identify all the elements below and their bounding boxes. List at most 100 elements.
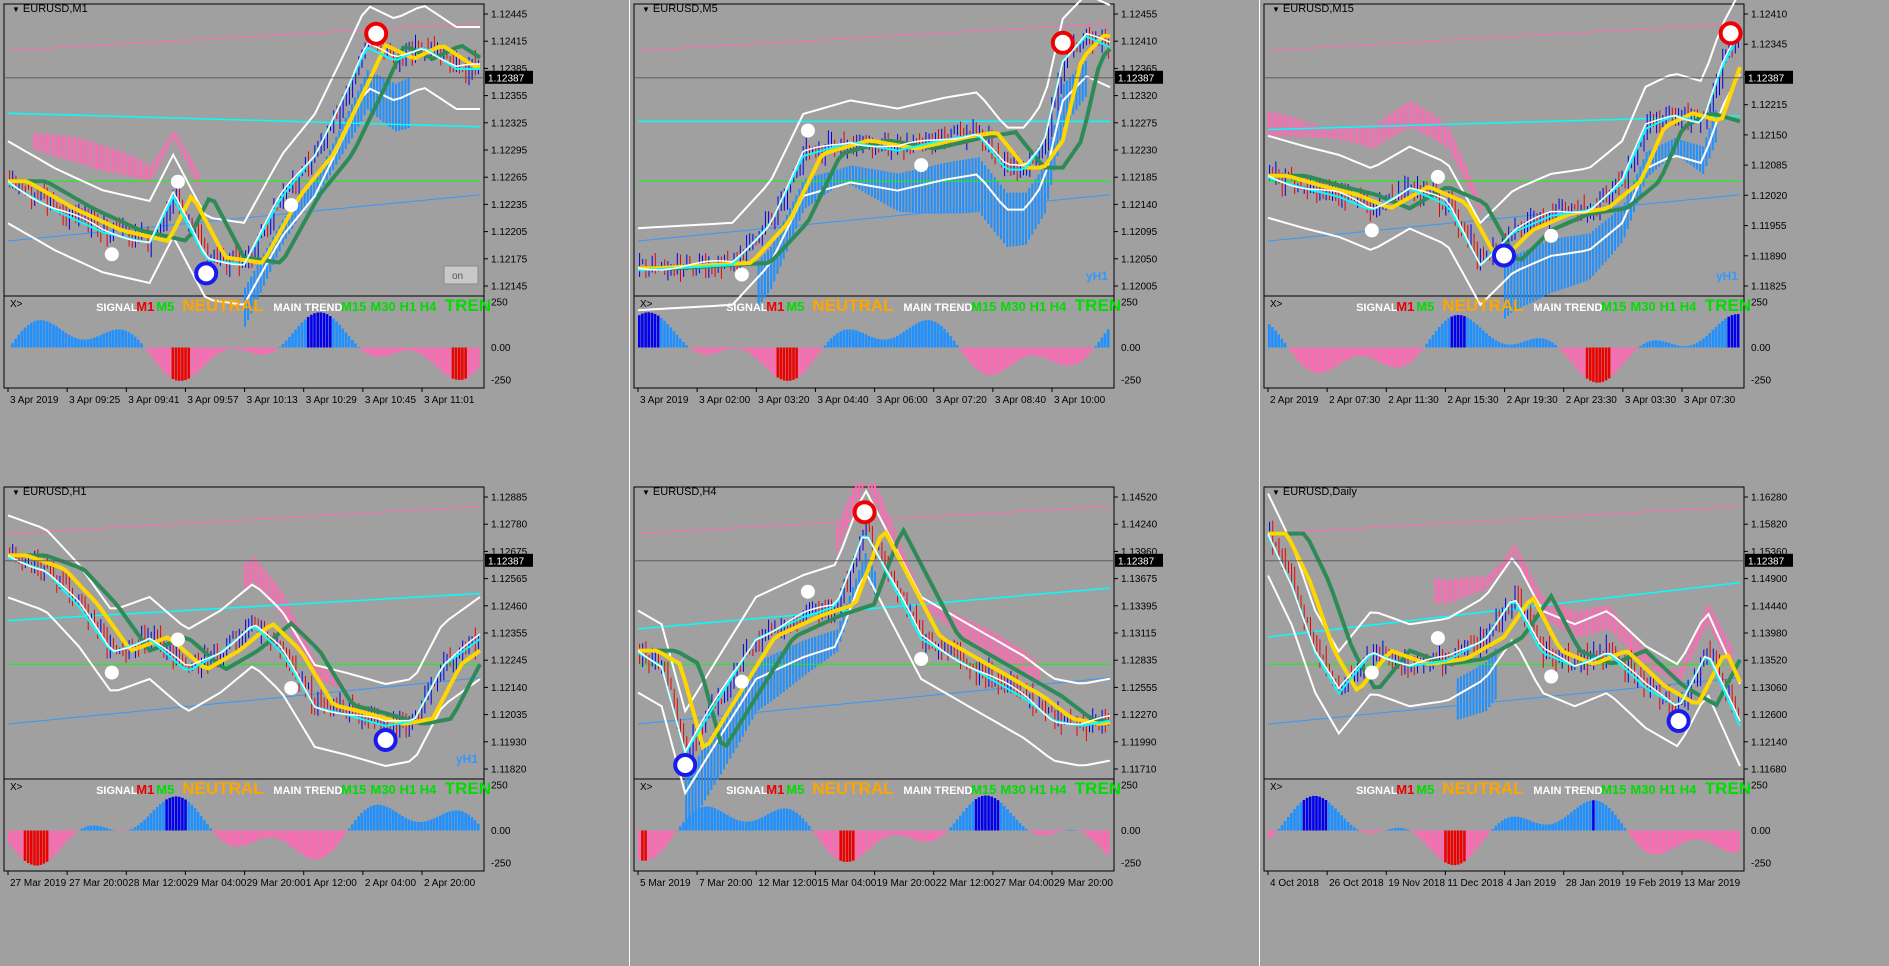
panel-background [1260, 483, 1889, 966]
blue-support-line [7, 194, 481, 242]
blue-support-line [7, 677, 481, 725]
signal-state-label: NEUTRAL [182, 779, 263, 798]
chart-panel-h1[interactable]: 1.12885 1.12780 1.12675 1.12565 1.12460 1.123… [0, 483, 629, 966]
chart-panel-h4[interactable]: 1.14520 1.14240 1.13960 1.13675 1.13395 1.131… [630, 483, 1259, 966]
cyan-trend-line [7, 112, 481, 128]
time-tick-label: 19 Nov 2018 [1388, 878, 1445, 889]
trend-m30-label: M30 [1000, 299, 1025, 314]
collapse-triangle-icon[interactable]: ▼ [12, 488, 20, 497]
trend-m15-label: M15 [1601, 299, 1626, 314]
price-tick-label: 1.13395 [1121, 601, 1158, 612]
time-tick-label: 7 Mar 20:00 [699, 878, 753, 889]
chart-panel-m5[interactable]: 1.12455 1.12410 1.12365 1.12320 1.12275 1.122… [630, 0, 1259, 483]
signal-line [1267, 533, 1741, 722]
time-tick-label: 2 Apr 11:30 [1388, 395, 1439, 406]
current-price-label: 1.12387 [1118, 556, 1155, 567]
price-tick-label: 1.13520 [1751, 656, 1788, 667]
signal-state-label: NEUTRAL [182, 296, 263, 315]
chart-panel-m1[interactable]: 1.12445 1.12415 1.12385 1.12355 1.12325 1.122… [0, 0, 629, 483]
current-price-label: 1.12387 [1748, 556, 1785, 567]
buy-signal-marker [673, 753, 698, 777]
price-tick-label: 1.14240 [1121, 520, 1158, 531]
time-tick-label: 2 Apr 15:30 [1447, 395, 1499, 406]
pink-cloud [33, 132, 199, 186]
signal-m1-label: M1 [766, 782, 784, 797]
price-tick-label: 1.12455 [1121, 10, 1158, 21]
time-tick-label: 3 Apr 11:01 [424, 395, 475, 406]
chart-title-text: EURUSD,M1 [22, 3, 88, 15]
blue-support-line [637, 677, 1111, 725]
pink-trend-line [1267, 505, 1741, 535]
price-axis: 1.16280 1.15820 1.15360 1.14900 1.14440 1.139… [1744, 493, 1788, 776]
chart-title-text: EURUSD,H1 [22, 486, 87, 498]
signal-m5-label: M5 [1416, 299, 1434, 314]
collapse-triangle-icon[interactable]: ▼ [12, 5, 20, 14]
pink-cloud [1434, 543, 1733, 682]
price-axis: 1.12885 1.12780 1.12675 1.12565 1.12460 1.123… [484, 493, 528, 776]
price-tick-label: 1.12215 [1751, 100, 1788, 111]
swing-point-marker [1364, 665, 1379, 680]
swing-point-marker [1430, 631, 1445, 646]
time-tick-label: 29 Mar 20:00 [247, 878, 306, 889]
swing-point-marker [914, 652, 929, 666]
collapse-triangle-icon[interactable]: ▼ [1272, 488, 1280, 497]
time-tick-label: 3 Apr 02:00 [699, 395, 751, 406]
indicator-histogram [1268, 314, 1740, 383]
on-button-frame[interactable] [443, 265, 479, 285]
chart-title-text: EURUSD,Daily [1282, 486, 1357, 498]
chart-svg-m5: 1.12455 1.12410 1.12365 1.12320 1.12275 1.122… [630, 0, 1259, 483]
swing-point-marker [170, 632, 185, 647]
price-tick-label: 1.12275 [1121, 118, 1158, 129]
current-price-label: 1.12387 [488, 556, 525, 567]
collapse-triangle-icon[interactable]: ▼ [642, 488, 650, 497]
chart-symbol-title: ▼ EURUSD,M1 [12, 3, 88, 15]
current-price-badge [485, 70, 533, 84]
price-tick-label: 1.12050 [1121, 254, 1158, 265]
indicator-tick-label: 0.00 [1121, 826, 1141, 837]
time-axis: 2 Apr 2019 2 Apr 07:30 2 Apr 11:30 2 Apr 15… [1267, 388, 1736, 406]
time-axis: 5 Mar 2019 7 Mar 20:00 12 Mar 12:00 15 Mar … [637, 871, 1113, 889]
upper-envelope [1267, 0, 1737, 225]
on-button-label[interactable]: on [452, 271, 463, 282]
chart-svg-h1: 1.12885 1.12780 1.12675 1.12565 1.12460 1.123… [0, 483, 629, 966]
indicator-tick-label: -250 [1751, 376, 1771, 387]
time-tick-label: 3 Apr 10:00 [1054, 395, 1106, 406]
chart-title-text: EURUSD,H4 [652, 486, 717, 498]
time-tick-label: 3 Apr 03:30 [1625, 395, 1677, 406]
price-tick-label: 1.14520 [1121, 493, 1158, 504]
trend-lines [637, 505, 1111, 725]
price-tick-label: 1.11955 [1751, 221, 1787, 232]
price-tick-label: 1.12230 [1121, 146, 1158, 157]
time-tick-label: 3 Apr 07:30 [1684, 395, 1736, 406]
time-tick-label: 3 Apr 10:13 [247, 395, 299, 406]
signal-m5-label: M5 [156, 782, 174, 797]
chart-panel-d1[interactable]: 1.16280 1.15820 1.15360 1.14900 1.14440 1.139… [1260, 483, 1889, 966]
swing-point-marker [1544, 228, 1559, 243]
indicator-tick-label: -250 [1121, 859, 1141, 870]
trend-m30-label: M30 [1630, 299, 1655, 314]
time-tick-label: 3 Apr 04:40 [817, 395, 869, 406]
time-axis: 27 Mar 2019 27 Mar 20:00 28 Mar 12:00 29 Ma… [7, 871, 476, 889]
main-trend-label: MAIN TREND [903, 302, 972, 314]
price-tick-label: 1.11890 [1751, 251, 1787, 262]
price-tick-label: 1.12365 [1121, 64, 1158, 75]
sell-signal-marker [1718, 21, 1743, 46]
price-tick-label: 1.12020 [1751, 191, 1788, 202]
price-tick-label: 1.15820 [1751, 520, 1788, 531]
signal-m1-label: M1 [136, 299, 154, 314]
yh1-label: yH1 [1086, 269, 1108, 283]
time-tick-label: 26 Oct 2018 [1329, 878, 1384, 889]
collapse-triangle-icon[interactable]: ▼ [642, 5, 650, 14]
chart-panel-m15[interactable]: 1.124101.123451.122801.122151.121501.120… [1260, 0, 1889, 483]
collapse-triangle-icon[interactable]: ▼ [1272, 5, 1280, 14]
price-tick-label: 1.11930 [491, 737, 527, 748]
panel-background [0, 0, 629, 483]
swing-point-marker [1430, 169, 1445, 184]
trend-lines [7, 22, 481, 242]
signal-m5-label: M5 [156, 299, 174, 314]
price-tick-label: 1.12265 [491, 173, 528, 184]
time-tick-label: 4 Jan 2019 [1507, 878, 1557, 889]
indicator-window-label: X> [1270, 782, 1283, 793]
price-tick-label: 1.16280 [1751, 493, 1788, 504]
swing-point-marker [284, 198, 299, 213]
